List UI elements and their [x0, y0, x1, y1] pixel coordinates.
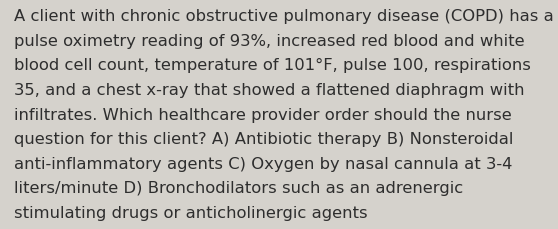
Text: A client with chronic obstructive pulmonary disease (COPD) has a: A client with chronic obstructive pulmon… [14, 9, 554, 24]
Text: anti-inflammatory agents C) Oxygen by nasal cannula at 3-4: anti-inflammatory agents C) Oxygen by na… [14, 156, 512, 171]
Text: question for this client? A) Antibiotic therapy B) Nonsteroidal: question for this client? A) Antibiotic … [14, 132, 513, 147]
Text: liters/minute D) Bronchodilators such as an adrenergic: liters/minute D) Bronchodilators such as… [14, 181, 463, 196]
Text: blood cell count, temperature of 101°F, pulse 100, respirations: blood cell count, temperature of 101°F, … [14, 58, 531, 73]
Text: pulse oximetry reading of 93%, increased red blood and white: pulse oximetry reading of 93%, increased… [14, 34, 525, 49]
Text: infiltrates. Which healthcare provider order should the nurse: infiltrates. Which healthcare provider o… [14, 107, 512, 122]
Text: 35, and a chest x-ray that showed a flattened diaphragm with: 35, and a chest x-ray that showed a flat… [14, 83, 525, 98]
Text: stimulating drugs or anticholinergic agents: stimulating drugs or anticholinergic age… [14, 205, 368, 220]
